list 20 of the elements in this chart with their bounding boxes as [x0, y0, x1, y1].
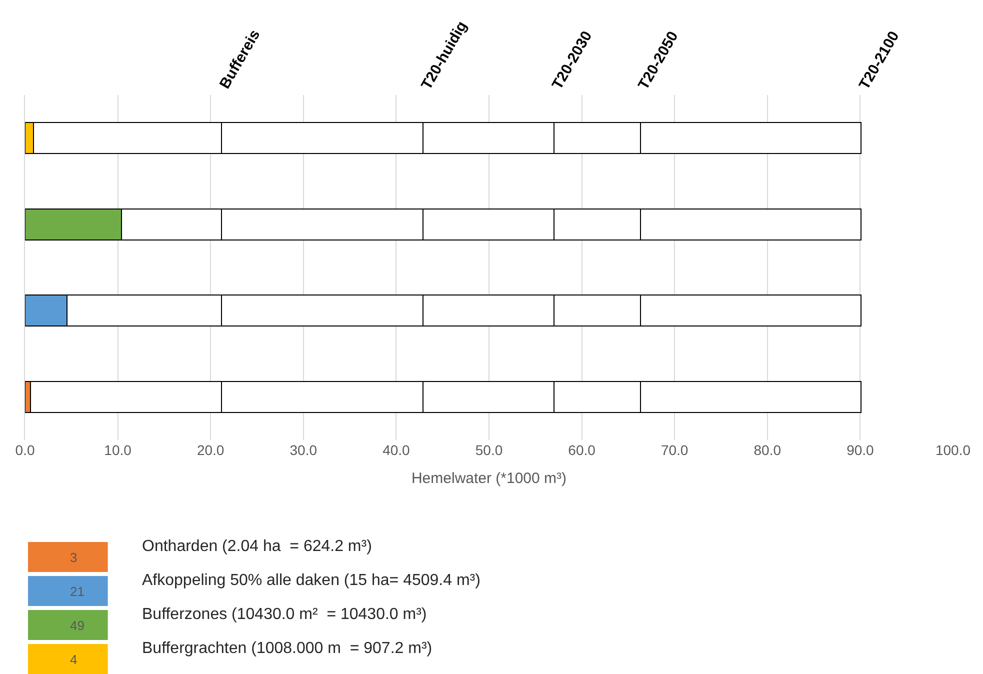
x-tick-label: 100.0: [935, 442, 971, 458]
x-tick-label: 10.0: [104, 442, 132, 458]
x-tick-label: 70.0: [660, 442, 688, 458]
text: 3: [70, 550, 78, 565]
x-tick-label: 80.0: [754, 442, 782, 458]
x-tick-label: 0.0: [15, 442, 35, 458]
text: 4: [70, 652, 78, 667]
text: 49: [70, 618, 84, 633]
x-tick-label: 30.0: [290, 442, 318, 458]
x-axis-title: Hemelwater (*1000 m³): [411, 470, 567, 487]
x-tick-label: 90.0: [846, 442, 874, 458]
legend-label: Ontharden (2.04 ha = 624.2 m³): [142, 538, 372, 555]
legend-label: Buffergrachten (1008.000 m = 907.2 m³): [142, 640, 432, 657]
x-tick-label: 60.0: [568, 442, 596, 458]
x-tick-label: 20.0: [196, 442, 224, 458]
x-tick-label: 50.0: [475, 442, 503, 458]
legend-label: Bufferzones (10430.0 m² = 10430.0 m³): [142, 606, 427, 623]
x-tick-label: 40.0: [382, 442, 410, 458]
text: 21: [70, 584, 84, 599]
legend-label: Afkoppeling 50% alle daken (15 ha= 4509.4 m³): [142, 572, 480, 589]
